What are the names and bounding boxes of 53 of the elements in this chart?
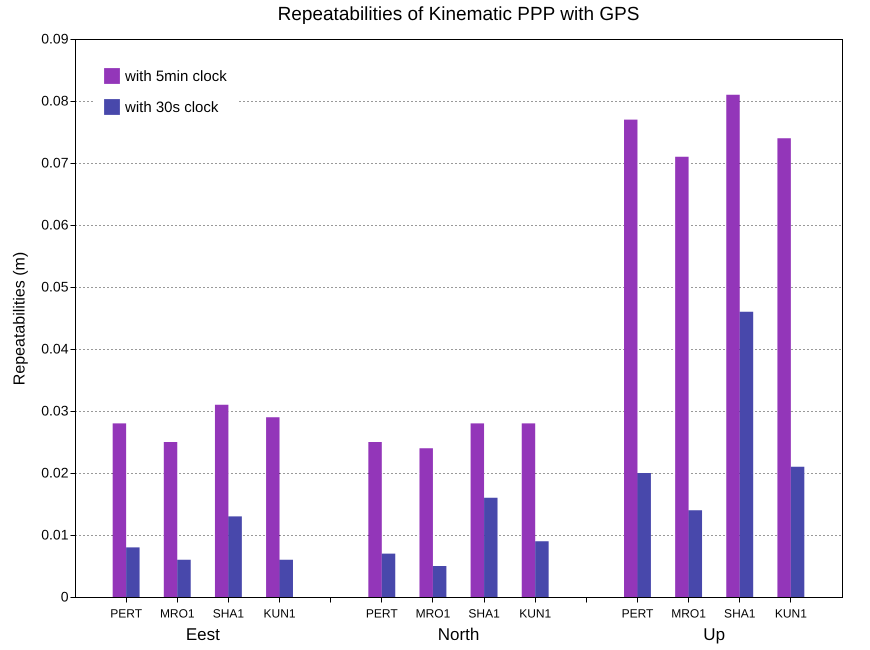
y-tick-label: 0.02	[41, 464, 69, 480]
y-tick-label: 0.03	[41, 402, 69, 418]
x-tick-label: SHA1	[724, 606, 756, 620]
bar	[484, 498, 498, 597]
x-tick-label: PERT	[622, 606, 654, 620]
y-tick-label: 0.08	[41, 92, 69, 108]
bar	[432, 566, 446, 597]
bar	[266, 417, 280, 597]
x-tick-label: MRO1	[160, 606, 195, 620]
bar	[228, 516, 242, 597]
legend-label: with 30s clock	[124, 99, 219, 116]
x-tick-label: MRO1	[416, 606, 451, 620]
bar	[470, 423, 484, 597]
bar	[419, 448, 433, 597]
bar	[535, 541, 549, 597]
bar	[177, 560, 191, 597]
bar	[382, 554, 396, 597]
x-tick-label: SHA1	[212, 606, 244, 620]
x-tick-label: KUN1	[519, 606, 552, 620]
y-axis-title: Repeatabilities (m)	[11, 252, 28, 386]
bar	[522, 423, 536, 597]
bar	[624, 120, 638, 597]
x-tick-label: PERT	[366, 606, 398, 620]
y-tick-label: 0.06	[41, 216, 69, 232]
x-tick-label: SHA1	[468, 606, 500, 620]
bar	[726, 94, 740, 597]
x-tick-label: KUN1	[264, 606, 296, 620]
bar	[126, 547, 140, 597]
chart-title: Repeatabilities of Kinematic PPP with GPS	[278, 4, 640, 25]
text: Up	[703, 625, 726, 644]
text: Eest	[186, 625, 220, 644]
bar	[637, 473, 651, 597]
x-tick-label: KUN1	[774, 606, 808, 620]
y-tick-label: 0.07	[41, 154, 69, 170]
x-tick-label: PERT	[110, 606, 143, 620]
bar	[688, 510, 702, 597]
bar	[368, 442, 382, 597]
y-tick-label: 0.09	[41, 30, 69, 46]
x-tick-label: MRO1	[671, 606, 706, 620]
y-tick-label: 0.05	[41, 278, 69, 294]
y-tick-label: 0.01	[41, 526, 69, 542]
bar	[740, 312, 754, 597]
legend-label: with 5min clock	[124, 68, 228, 85]
y-tick-label: 0.04	[41, 340, 69, 356]
bar	[790, 466, 804, 597]
bar	[675, 156, 689, 597]
bar	[112, 423, 126, 597]
bar	[280, 560, 293, 597]
text: North	[438, 625, 480, 644]
bar	[214, 404, 228, 597]
bar	[164, 442, 178, 597]
y-tick-label: 0	[60, 588, 69, 604]
bar	[777, 138, 791, 597]
